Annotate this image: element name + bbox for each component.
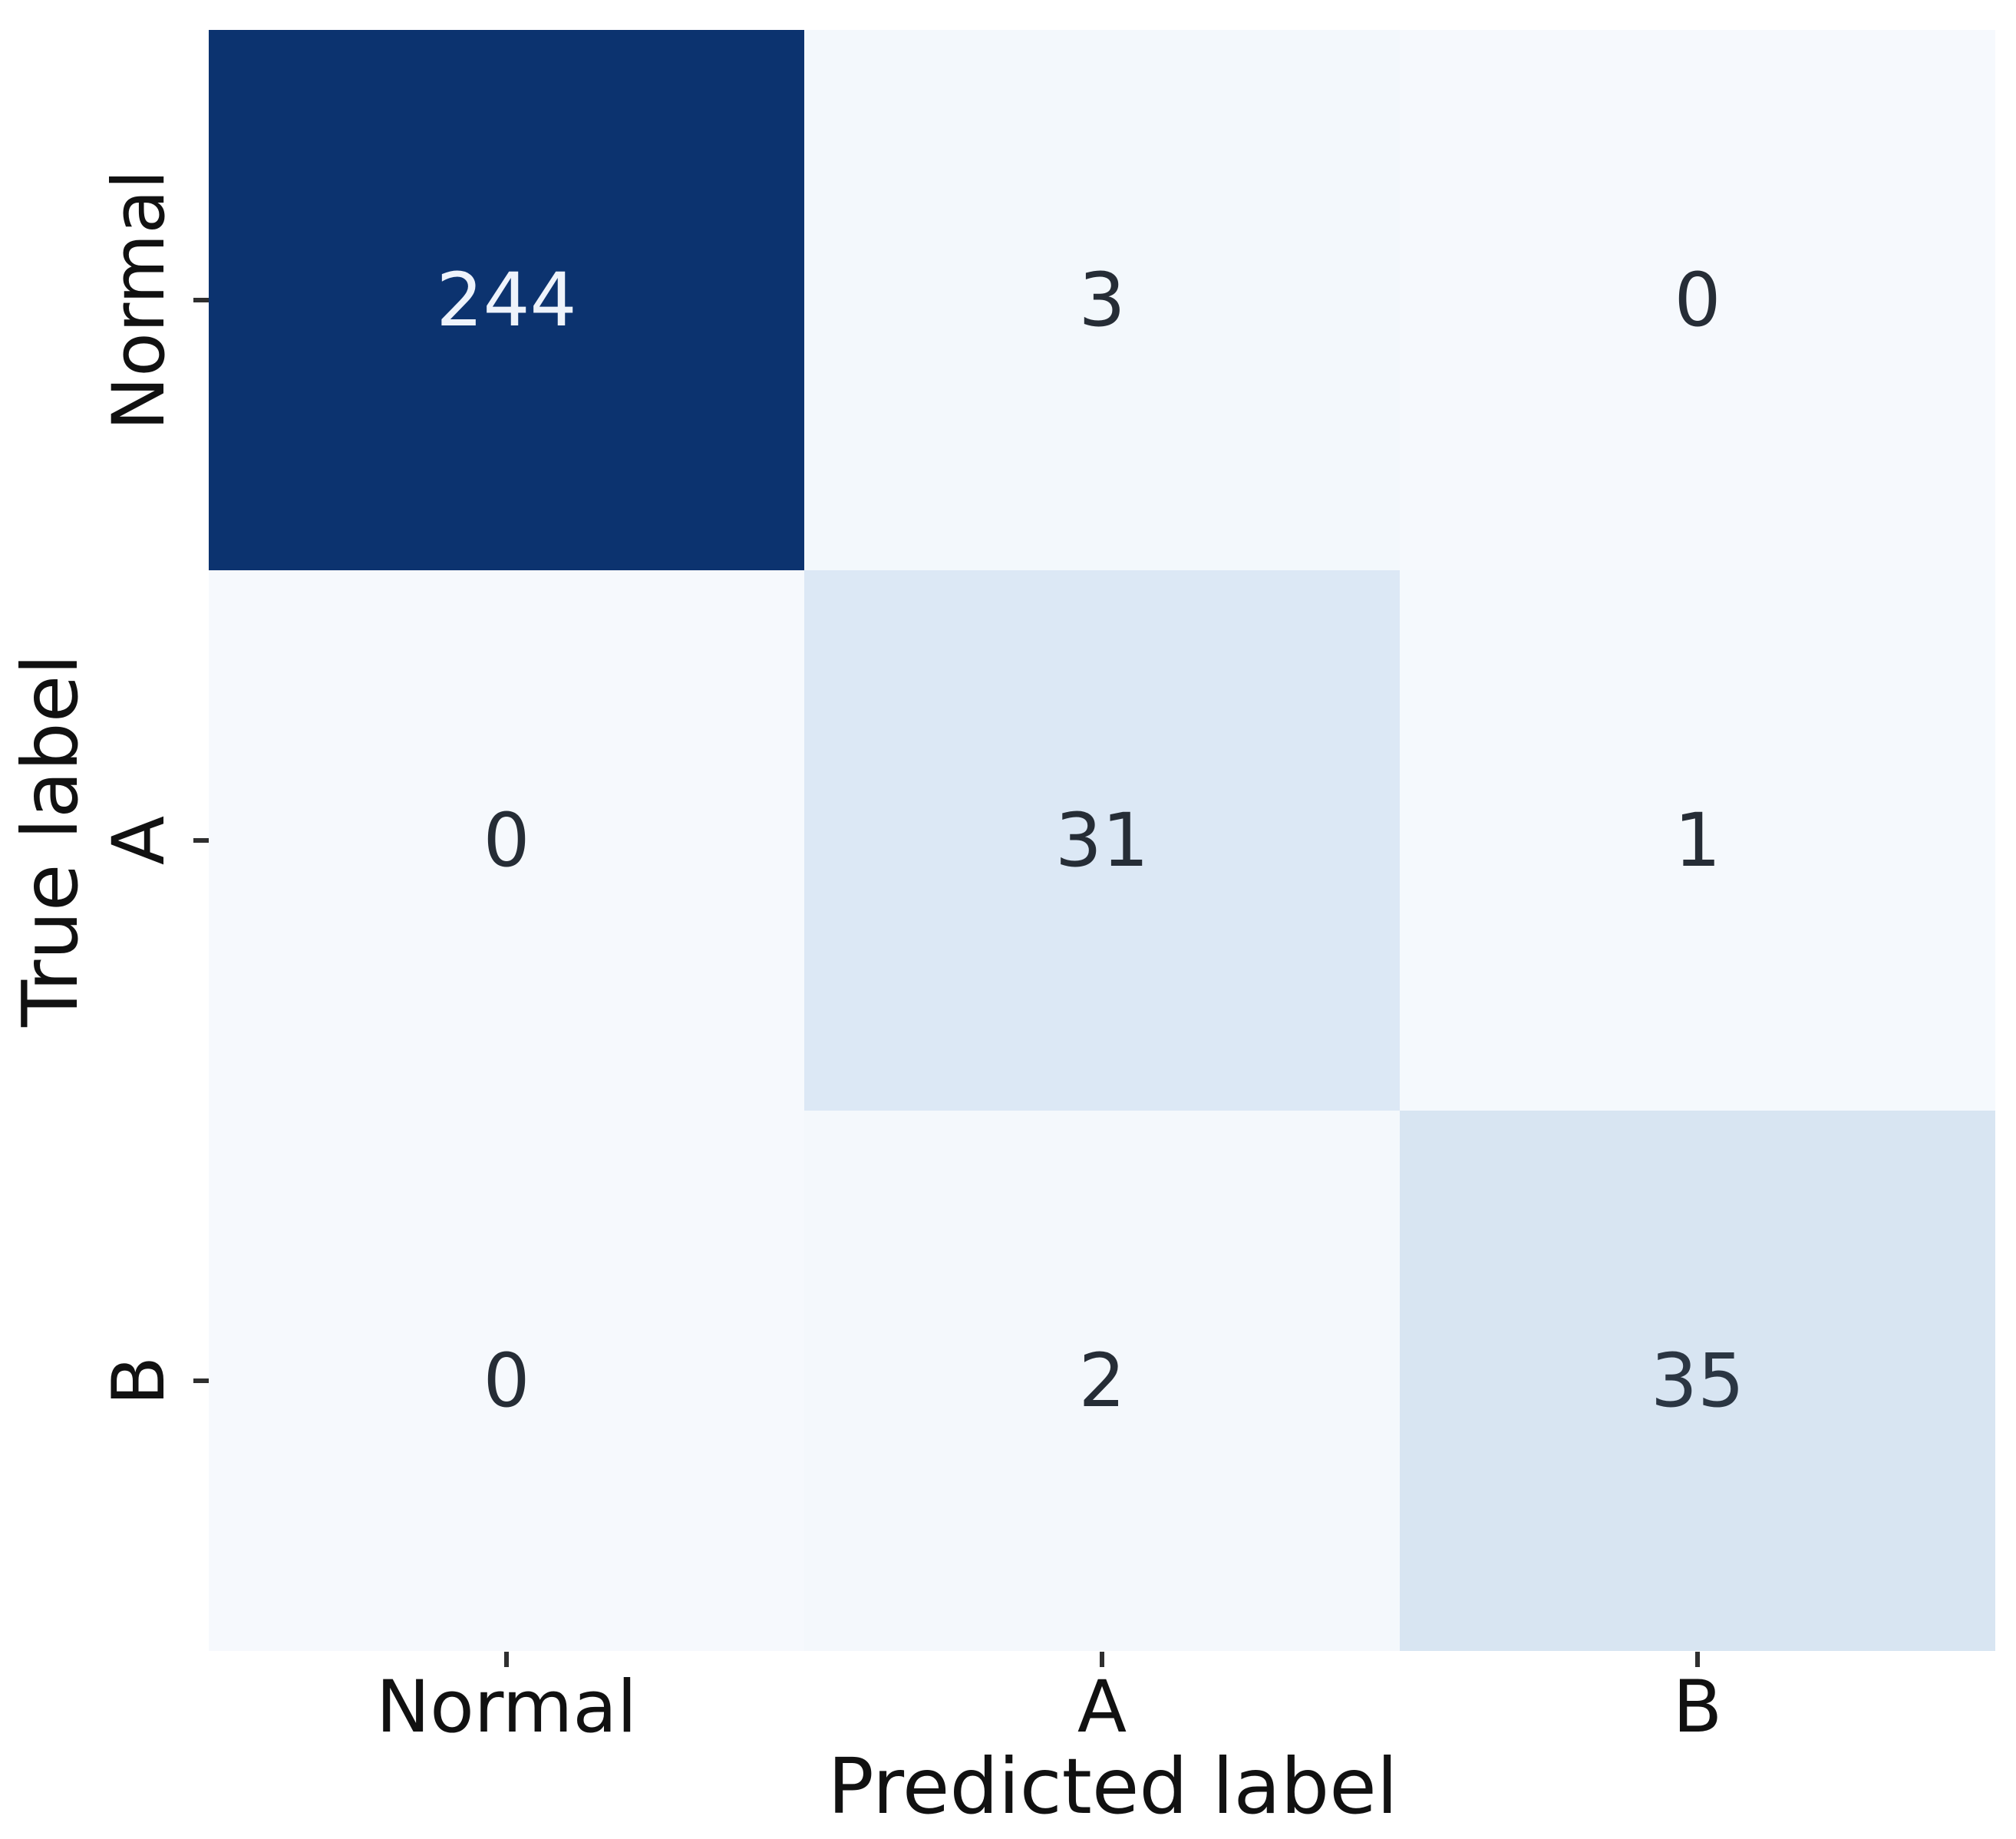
y-tick-mark [193, 838, 209, 843]
heatmap-grid: 244 3 0 0 31 1 0 2 35 [209, 30, 1995, 1651]
cell-normal-normal: 244 [209, 30, 804, 570]
cell-b-a: 2 [804, 1111, 1400, 1651]
x-tick-mark [504, 1652, 509, 1667]
y-tick-mark [193, 1378, 209, 1383]
cell-normal-b: 0 [1400, 30, 1995, 570]
cell-b-normal: 0 [209, 1111, 804, 1651]
x-tick-mark [1100, 1652, 1104, 1667]
cell-b-b: 35 [1400, 1111, 1995, 1651]
cell-a-b: 1 [1400, 570, 1995, 1111]
y-tick-label-b: B [97, 1355, 181, 1406]
x-tick-label-b: B [1672, 1666, 1723, 1749]
cell-normal-a: 3 [804, 30, 1400, 570]
y-tick-label-normal: Normal [97, 169, 181, 431]
x-tick-label-a: A [1077, 1666, 1127, 1749]
x-axis-title: Predicted label [827, 1742, 1398, 1831]
cell-a-normal: 0 [209, 570, 804, 1111]
y-tick-mark [193, 298, 209, 302]
x-tick-mark [1695, 1652, 1700, 1667]
y-axis-title: True label [5, 653, 95, 1028]
y-tick-label-a: A [97, 815, 181, 866]
x-tick-label-normal: Normal [375, 1666, 638, 1749]
cell-a-a: 31 [804, 570, 1400, 1111]
